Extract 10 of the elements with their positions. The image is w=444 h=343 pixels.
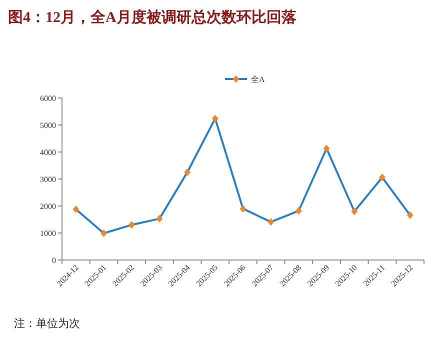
y-tick-label: 3000 bbox=[40, 175, 56, 184]
y-tick-label: 4000 bbox=[40, 148, 56, 157]
text: 注：单位为次 bbox=[14, 317, 80, 330]
y-tick-label: 2000 bbox=[40, 202, 56, 211]
chart-title: 图4：12月，全A月度被调研总次数环比回落 bbox=[8, 8, 298, 26]
legend-label: 全A bbox=[251, 75, 265, 84]
y-tick-label: 1000 bbox=[40, 229, 56, 238]
y-tick-label: 0 bbox=[52, 256, 56, 265]
y-tick-label: 6000 bbox=[40, 94, 56, 103]
y-tick-label: 5000 bbox=[40, 121, 56, 130]
